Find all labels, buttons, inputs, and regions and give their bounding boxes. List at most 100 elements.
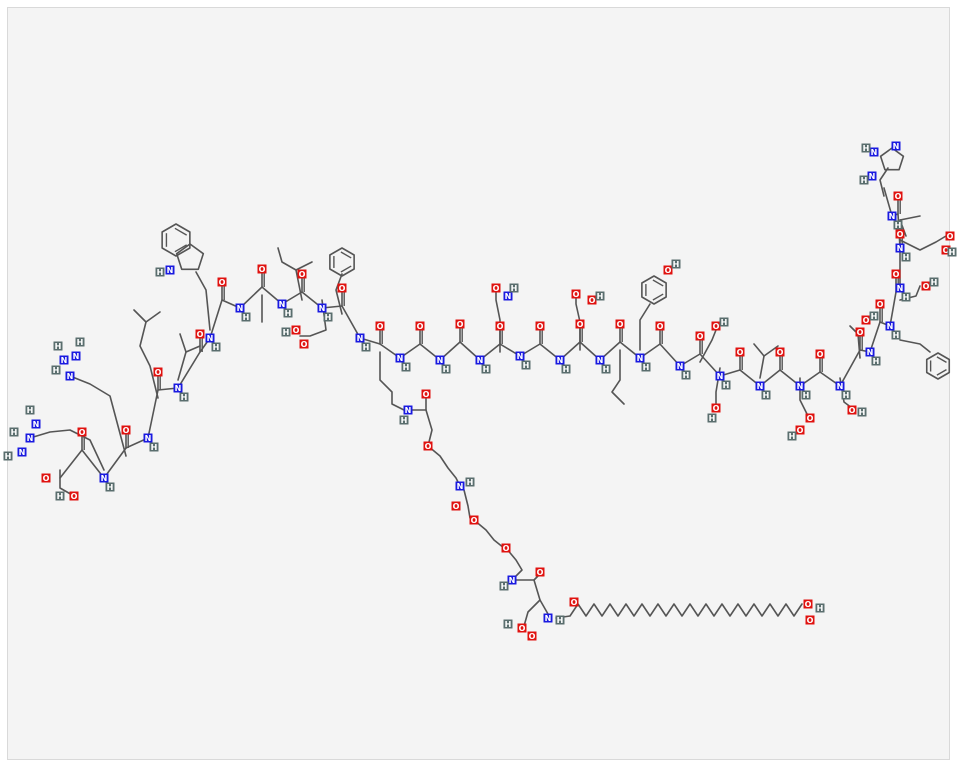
amide-nitrogen (887, 211, 897, 221)
atom-label: N (61, 356, 68, 365)
hydrogen-atom (787, 431, 797, 441)
oxygen-atom (535, 567, 545, 577)
atom-label: N (887, 322, 894, 331)
atom-label: O (423, 390, 430, 399)
atom-label: H (243, 313, 250, 322)
atom-label: N (405, 406, 412, 415)
atom-label: H (27, 406, 34, 415)
amide-hydrogen (149, 442, 159, 452)
nitrogen-atom (65, 371, 75, 381)
atom-label: O (529, 632, 536, 641)
amide-hydrogen (561, 364, 571, 374)
atom-label: O (697, 332, 704, 341)
fatty-acid-chain (555, 603, 803, 619)
carbonyl-oxygen (337, 283, 347, 293)
amide-hydrogen (521, 360, 531, 370)
atom-label: O (737, 348, 744, 357)
oxygen-atom (569, 597, 579, 607)
amide-nitrogen (715, 371, 725, 381)
atom-label: N (27, 434, 34, 443)
atom-label: O (299, 270, 306, 279)
double-bond (936, 369, 947, 376)
nitrogen-atom (59, 355, 69, 365)
hydrogen-atom (3, 451, 13, 461)
amide-nitrogen (895, 283, 905, 293)
atom-label: N (897, 284, 904, 293)
atom-label: N (101, 474, 108, 483)
glutamate-chain (899, 235, 947, 251)
amide-nitrogen (635, 353, 645, 363)
atom-label: O (877, 300, 884, 309)
amide-hydrogen (361, 342, 371, 352)
double-bond (936, 356, 947, 363)
atom-label: O (713, 322, 720, 331)
atom-label: H (325, 313, 332, 322)
oxygen-atom (501, 543, 511, 553)
amide-hydrogen (241, 312, 251, 322)
amide-nitrogen (435, 355, 445, 365)
amide-hydrogen (901, 292, 911, 302)
amide-hydrogen (871, 356, 881, 366)
amide-nitrogen (235, 303, 245, 313)
atom-label: O (155, 368, 162, 377)
oxygen-atom (941, 245, 951, 255)
hydrogen-atom (707, 413, 717, 423)
phenylalanine-chain (899, 339, 931, 353)
amide-hydrogen (481, 364, 491, 374)
atom-label: N (893, 142, 900, 151)
valine-chain (753, 343, 765, 379)
methyl (185, 345, 201, 353)
atom-label: O (895, 192, 902, 201)
atom-label: O (519, 624, 526, 633)
hydrogen-atom (281, 327, 291, 337)
hydrogen-atom (399, 415, 409, 425)
atom-label: O (577, 320, 584, 329)
methyl (145, 311, 161, 323)
atom-label: N (597, 356, 604, 365)
hydrogen-atom (929, 277, 939, 287)
atom-label: N (545, 614, 552, 623)
hydrogen-atom (861, 143, 871, 153)
amide-nitrogen (865, 347, 875, 357)
atom-label: O (453, 502, 460, 511)
amide-hydrogen (105, 482, 115, 492)
hydrogen-atom (671, 259, 681, 269)
amide-hydrogen (761, 390, 771, 400)
atom-label: O (377, 322, 384, 331)
atom-label: N (757, 382, 764, 391)
atom-label: H (789, 432, 796, 441)
atom-label: N (869, 172, 876, 181)
carbonyl-oxygen (695, 331, 705, 341)
atom-label: H (5, 452, 12, 461)
amide-nitrogen (317, 303, 327, 313)
atom-label: O (573, 290, 580, 299)
amide-hydrogen (841, 390, 851, 400)
atom-label: H (483, 365, 490, 374)
tryptophan-chain (195, 271, 211, 331)
hydrogen-atom (75, 337, 85, 347)
amide-nitrogen (755, 381, 765, 391)
oxygen-atom (795, 425, 805, 435)
atom-label: N (357, 334, 364, 343)
atom-label: H (501, 582, 508, 591)
atom-label: H (181, 393, 188, 402)
atom-label: N (557, 356, 564, 365)
atom-label: H (843, 391, 850, 400)
atom-label: H (931, 278, 938, 287)
atom-label: O (417, 322, 424, 331)
atom-label: H (57, 492, 64, 501)
phenyl-ring (925, 352, 951, 380)
imidazole-ring (879, 147, 905, 171)
oxygen-atom (805, 413, 815, 423)
atom-label: O (339, 284, 346, 293)
amide-nitrogen (277, 299, 287, 309)
atom-label: H (895, 221, 902, 230)
atom-label: H (803, 391, 810, 400)
oxygen-atom (663, 265, 673, 275)
nitrogen-atom (165, 265, 175, 275)
atom-label: N (19, 448, 26, 457)
atom-label: H (285, 309, 292, 318)
atom-label: O (457, 320, 464, 329)
